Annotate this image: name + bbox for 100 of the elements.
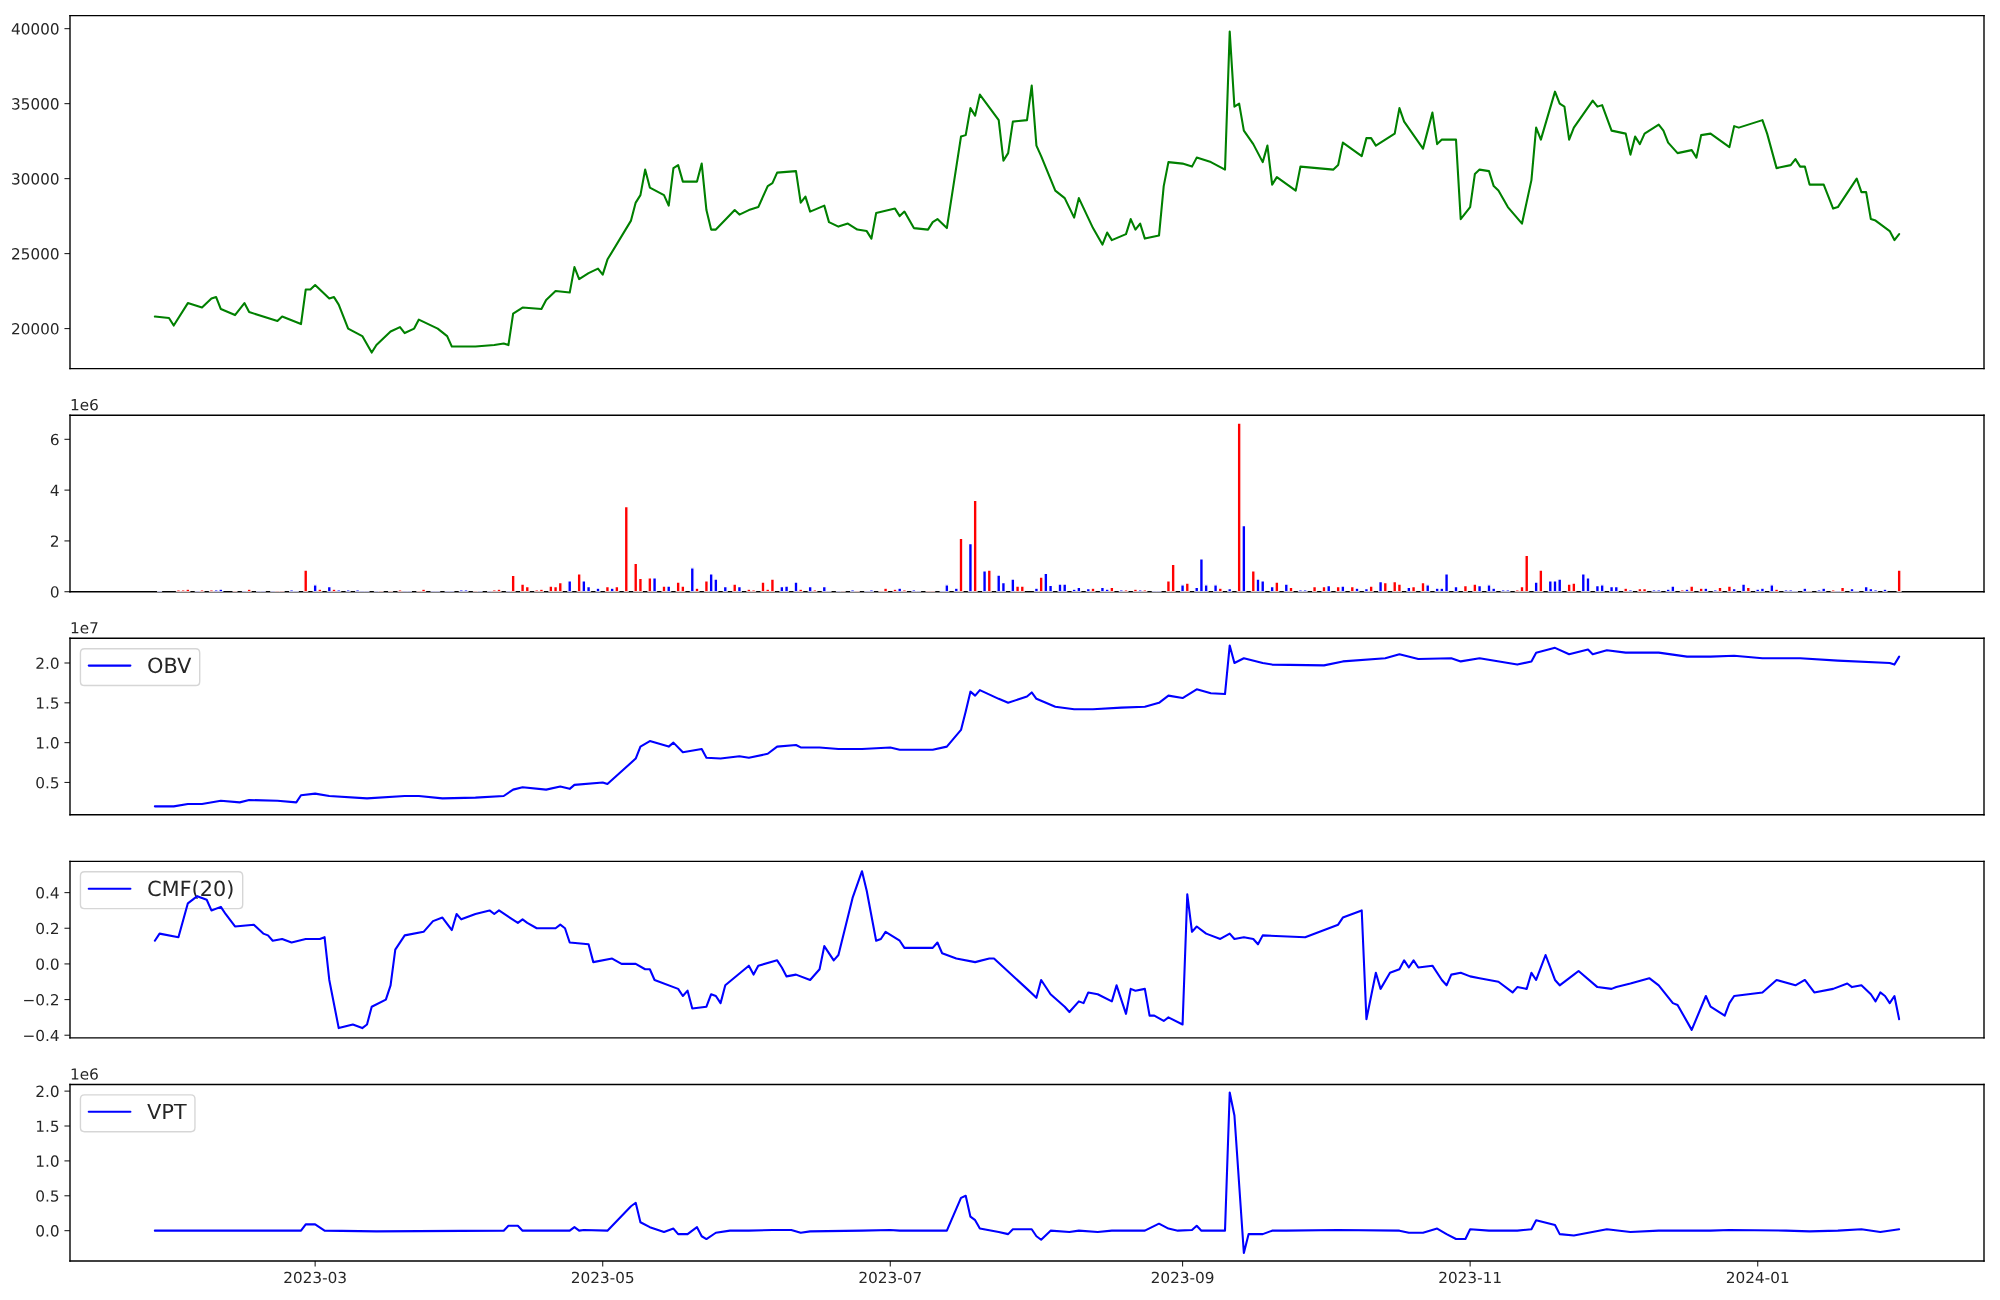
- y-tick-label: 4: [50, 484, 59, 496]
- bar: [246, 588, 252, 592]
- bar: [972, 499, 978, 592]
- bar: [1769, 584, 1775, 592]
- bar: [1773, 588, 1780, 592]
- y-tick-label: 35000: [12, 98, 59, 110]
- bar: [996, 574, 1002, 592]
- bar: [1755, 588, 1761, 592]
- bar: [1453, 585, 1459, 592]
- bar: [1552, 580, 1558, 592]
- bar: [944, 584, 950, 592]
- bar: [769, 578, 776, 592]
- bar: [567, 580, 573, 592]
- bar: [1594, 584, 1601, 592]
- bar: [981, 570, 988, 592]
- bar: [1354, 587, 1360, 592]
- y-tick-label: 0.0: [36, 1225, 59, 1237]
- bar: [1382, 581, 1388, 592]
- x-tick-label: 2023-09: [1151, 1271, 1214, 1284]
- bar: [1396, 583, 1403, 592]
- y-tick-label: 20000: [12, 323, 59, 335]
- bar: [1684, 588, 1690, 592]
- y-tick-label: 1.0: [36, 1155, 59, 1167]
- bar: [519, 583, 526, 592]
- y-tick-label: 2: [50, 535, 59, 547]
- legend-label: OBV: [148, 657, 192, 674]
- bar: [185, 588, 191, 592]
- bar: [1759, 587, 1766, 592]
- bar: [1571, 582, 1577, 592]
- bar: [1377, 580, 1384, 592]
- bar: [892, 588, 898, 592]
- bar: [510, 574, 516, 592]
- bar: [1392, 580, 1398, 592]
- legend-label: CMF(20): [148, 880, 233, 899]
- bar: [1472, 583, 1478, 592]
- x-tick-label: 2023-07: [859, 1271, 921, 1284]
- bar: [303, 569, 309, 592]
- bar: [218, 588, 224, 592]
- bar: [1212, 584, 1219, 592]
- bar: [1726, 585, 1733, 592]
- bar: [1538, 569, 1544, 592]
- y-tick-label: 6: [50, 433, 59, 446]
- bar: [1184, 582, 1190, 592]
- x-tick-label: 2023-11: [1439, 1271, 1501, 1284]
- y-tick-label: 40000: [11, 23, 59, 35]
- bar: [1043, 572, 1049, 592]
- bar: [1443, 573, 1450, 592]
- y-tick-label: 2.0: [36, 1085, 59, 1098]
- bar: [1019, 585, 1025, 592]
- line-series: [153, 30, 1901, 354]
- bar: [317, 588, 323, 592]
- bar: [680, 585, 686, 592]
- bar: [746, 588, 752, 592]
- legend-label: VPT: [147, 1103, 187, 1120]
- bar: [557, 581, 563, 592]
- bar: [623, 505, 629, 592]
- bar: [1476, 584, 1483, 592]
- bar: [633, 562, 639, 592]
- x-tick-label: 2023-03: [284, 1271, 346, 1284]
- bar: [1420, 581, 1426, 592]
- y-tick-label: 0: [50, 586, 59, 598]
- bar: [882, 587, 889, 592]
- x-tick-label: 2024-01: [1726, 1271, 1789, 1284]
- bar: [1703, 587, 1709, 592]
- y-tick-label: 1.0: [36, 737, 59, 749]
- y-tick-label: 1.5: [36, 1120, 59, 1133]
- bar: [986, 569, 992, 592]
- y-tick-label: 2.0: [36, 657, 59, 670]
- y-tick-label: 0.0: [36, 958, 59, 970]
- bar: [1217, 587, 1223, 592]
- bar: [1010, 578, 1016, 592]
- bar: [1623, 587, 1629, 592]
- bar: [1090, 587, 1096, 592]
- x-tick-label: 2023-05: [571, 1271, 634, 1284]
- bar: [496, 588, 502, 592]
- bar: [793, 581, 799, 592]
- bar: [1599, 584, 1605, 592]
- bar: [1717, 586, 1723, 592]
- y-tick-label: 0.5: [36, 1190, 59, 1202]
- bar: [1179, 584, 1186, 592]
- bar: [420, 588, 427, 592]
- bar: [1486, 584, 1492, 592]
- bar: [1288, 586, 1294, 592]
- bar: [331, 588, 337, 592]
- bar: [1882, 588, 1888, 592]
- bar: [661, 585, 667, 592]
- text: 1e6: [71, 1068, 98, 1080]
- bar: [1670, 585, 1676, 592]
- bar: [783, 585, 790, 592]
- text: 1e6: [71, 398, 98, 411]
- bar: [595, 587, 601, 592]
- bar: [1274, 581, 1280, 592]
- y-tick-label: 25000: [12, 248, 59, 260]
- bar: [1340, 585, 1346, 592]
- bar: [958, 537, 964, 592]
- bar: [1368, 585, 1374, 592]
- bar: [1585, 577, 1591, 592]
- y-tick-label: 0.4: [36, 887, 59, 899]
- bar: [760, 581, 766, 592]
- y-tick-label: 1.5: [36, 697, 59, 709]
